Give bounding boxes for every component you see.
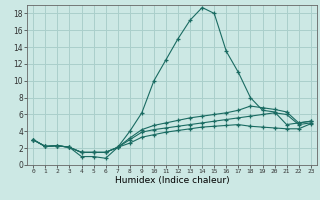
X-axis label: Humidex (Indice chaleur): Humidex (Indice chaleur) bbox=[115, 176, 229, 185]
